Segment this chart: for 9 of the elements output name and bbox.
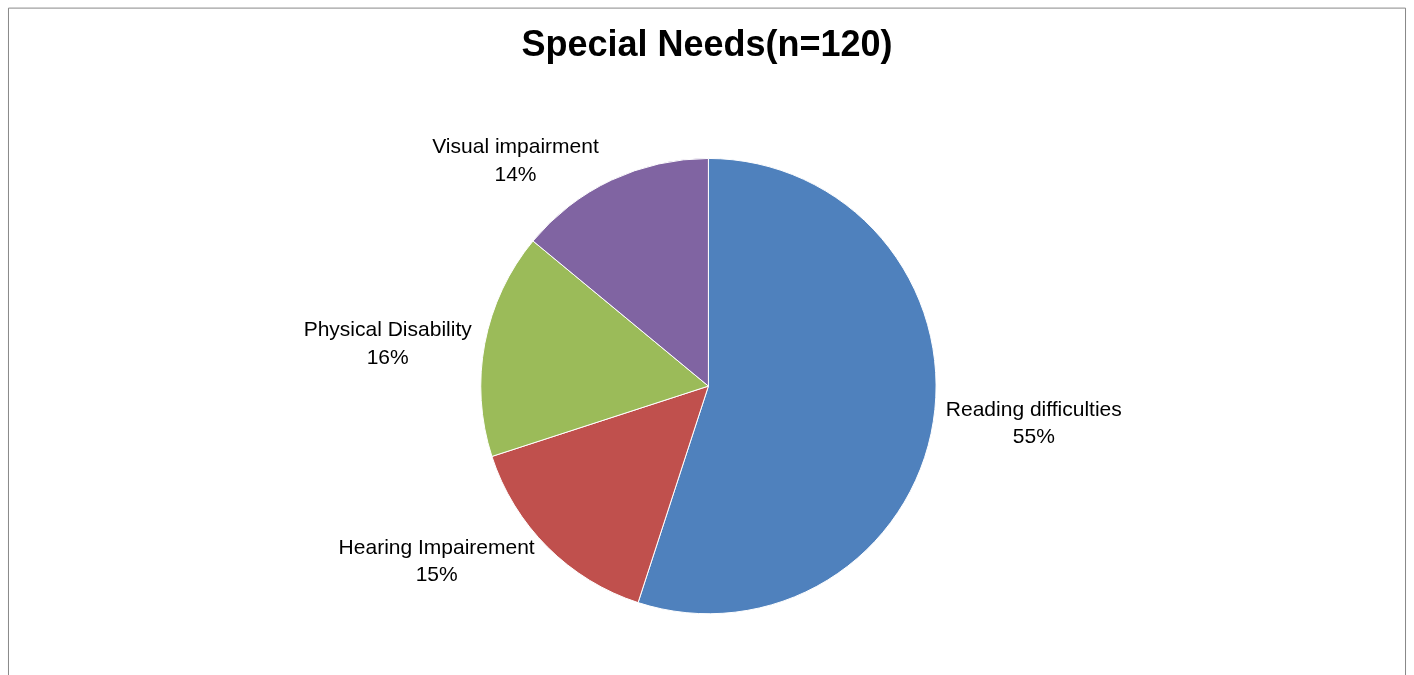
- data-label: 14%: [494, 161, 537, 185]
- slice-label: Physical Disability: [303, 317, 473, 341]
- data-label: 15%: [415, 561, 458, 585]
- slice-label: Reading difficulties: [945, 397, 1122, 421]
- data-label: 16%: [366, 344, 409, 368]
- data-label: 55%: [1012, 424, 1055, 448]
- slice-label: Visual impairment: [432, 134, 599, 158]
- chart-title: Special Needs(n=120): [521, 22, 893, 64]
- slice-label: Hearing Impairement: [338, 534, 535, 558]
